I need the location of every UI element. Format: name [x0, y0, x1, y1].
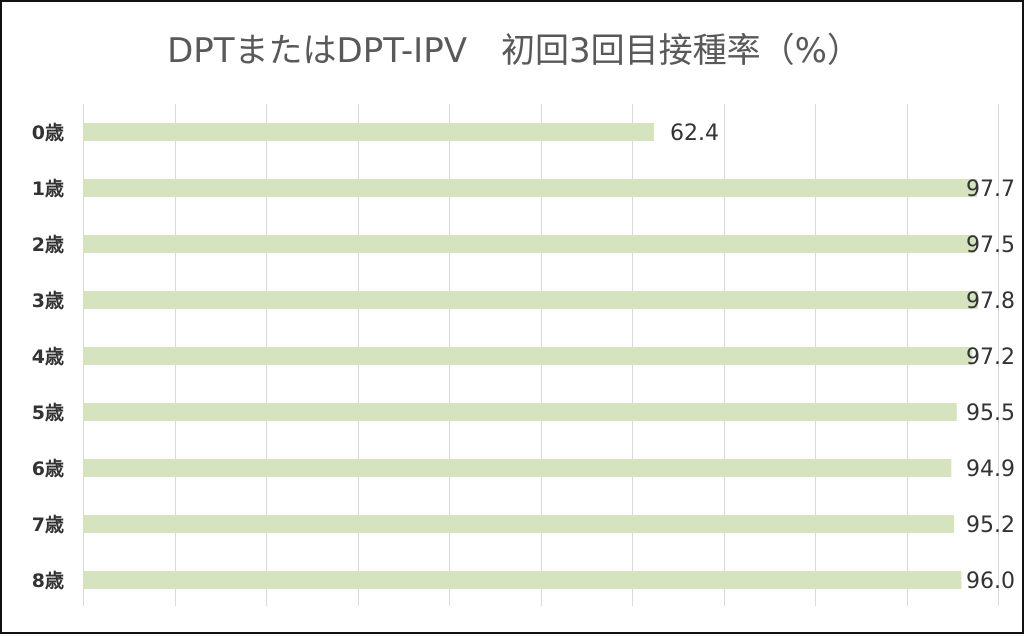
bar: [83, 403, 957, 421]
category-labels: 0歳 1歳 2歳 3歳 4歳 5歳 6歳 7歳 8歳: [32, 122, 64, 592]
bar: [83, 123, 654, 141]
bar: [83, 347, 973, 365]
category-label: 3歳: [32, 290, 64, 312]
data-label: 94.9: [966, 457, 1015, 482]
category-label: 6歳: [32, 458, 64, 480]
category-label: 8歳: [32, 570, 64, 592]
category-label: 0歳: [32, 122, 64, 144]
data-label: 97.5: [966, 233, 1015, 258]
data-label: 95.5: [966, 401, 1015, 426]
category-label: 2歳: [32, 234, 64, 256]
category-label: 7歳: [32, 514, 64, 536]
data-label: 62.4: [670, 121, 719, 146]
bar: [83, 459, 952, 477]
chart-title: DPTまたはDPT-IPV 初回3回目接種率（%）: [167, 31, 861, 71]
data-label: 96.0: [966, 569, 1015, 594]
bars: [83, 123, 978, 589]
bar: [83, 235, 976, 253]
data-label: 97.7: [966, 177, 1015, 202]
bar: [83, 179, 977, 197]
bar: [83, 291, 978, 309]
data-label: 97.8: [966, 289, 1015, 314]
category-label: 1歳: [32, 178, 64, 200]
bar: [83, 515, 955, 533]
bar: [83, 571, 962, 589]
category-label: 4歳: [32, 346, 64, 368]
data-label: 97.2: [966, 345, 1015, 370]
data-labels: 62.4 97.7 97.5 97.8 97.2 95.5 94.9 95.2 96.0: [670, 121, 1015, 594]
category-label: 5歳: [32, 402, 64, 424]
data-label: 95.2: [966, 513, 1015, 538]
